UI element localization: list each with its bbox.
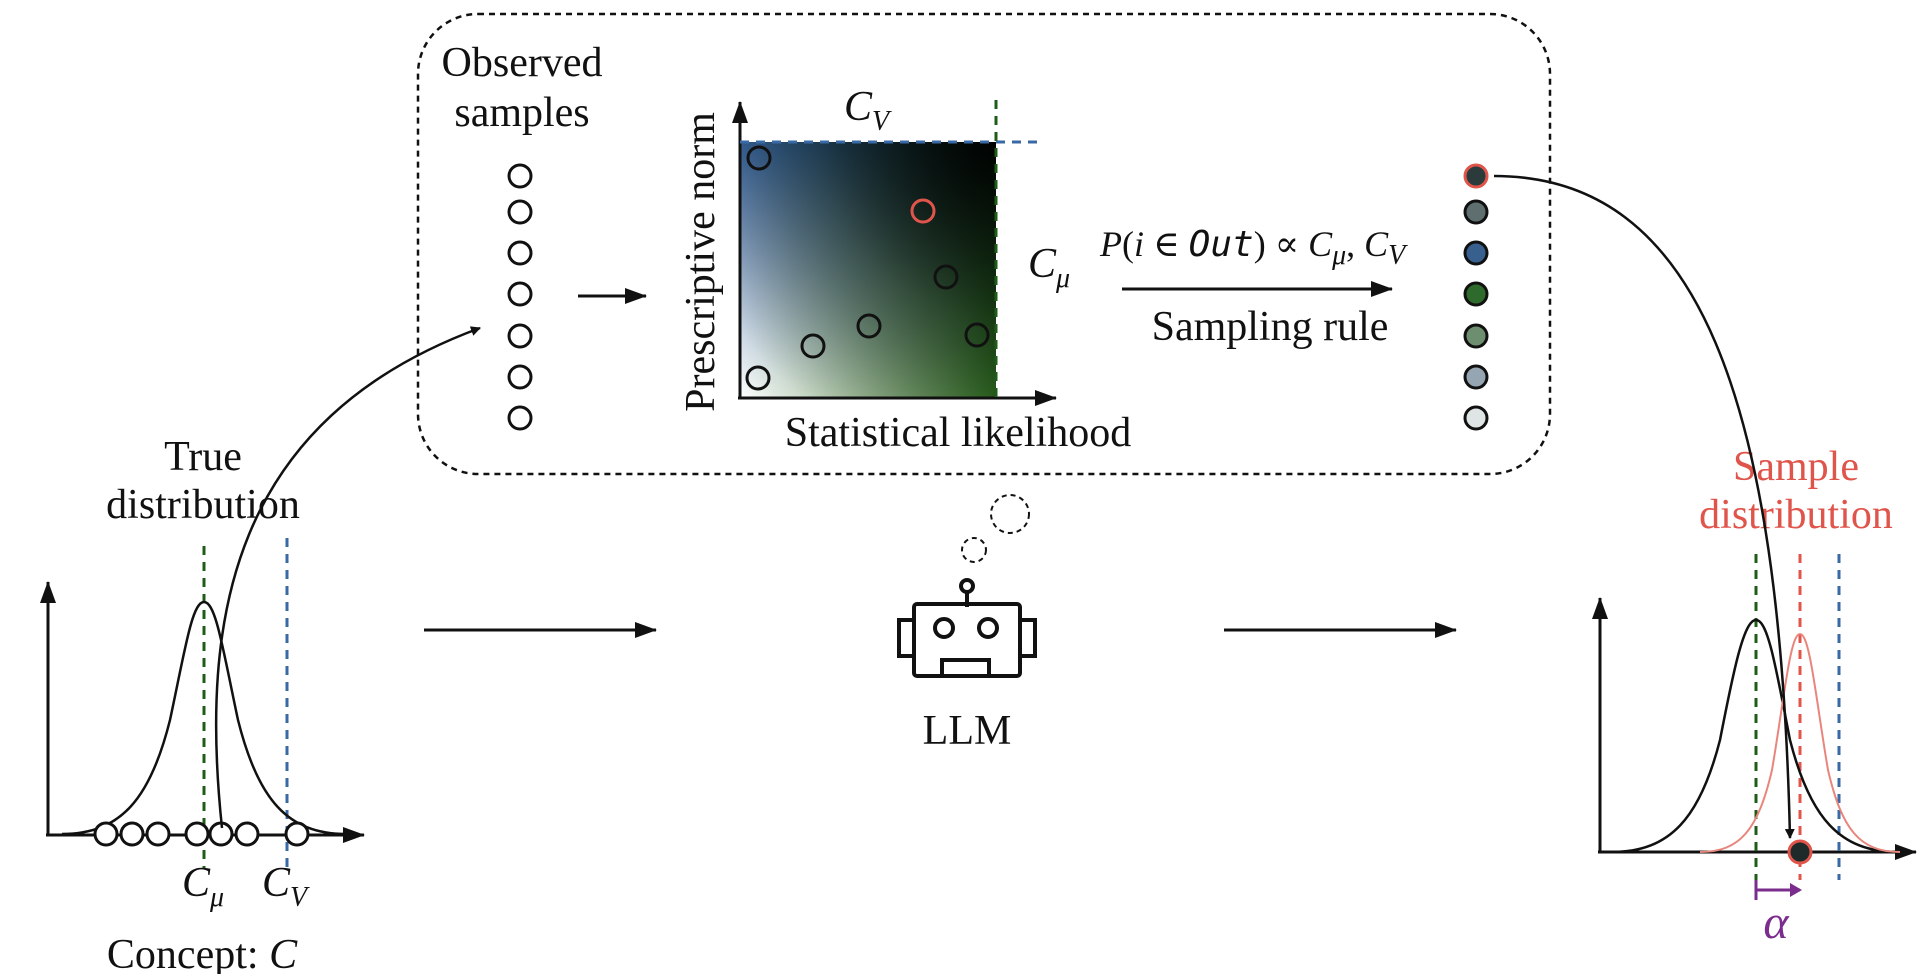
- sampled-output-dot: [1463, 281, 1489, 307]
- cv-label: CV: [844, 84, 892, 137]
- sampled-output-dot: [1463, 240, 1489, 266]
- norm-likelihood-plot: Prescriptive norm Statistical likelihood…: [678, 84, 1131, 456]
- true-sample-dot: [184, 821, 210, 847]
- scatter-point: [800, 333, 826, 359]
- thought-bubble-small: [961, 537, 987, 563]
- sampling-formula: P(i ∈ Out) ∝ Cμ, CV: [1099, 224, 1408, 271]
- sample-distribution-label: Sample: [1733, 444, 1859, 490]
- scatter-point: [964, 322, 990, 348]
- scatter-point: [745, 365, 771, 391]
- sample-distribution-plot: Sample distribution α: [1592, 444, 1917, 949]
- scatter-point: [746, 145, 772, 171]
- plot-gradient-dark: [740, 142, 996, 398]
- observed-sample-dot: [507, 364, 533, 390]
- true-sample-dot: [284, 821, 310, 847]
- selected-to-distribution-arrow: [1493, 174, 1795, 839]
- sampled-output-dot: [1463, 199, 1489, 225]
- robot-icon: [897, 578, 1037, 678]
- alpha-label: α: [1763, 896, 1789, 949]
- observed-sample-dot: [507, 405, 533, 431]
- selected-output-dot: [1463, 163, 1489, 189]
- observed-sample-dot: [507, 163, 533, 189]
- true-curve-copy: [1611, 618, 1899, 854]
- sample-distribution-label-2: distribution: [1699, 492, 1893, 538]
- observed-sample-dot: [507, 199, 533, 225]
- true-dist-cmu-label: Cμ: [182, 860, 224, 913]
- x-axis-label: Statistical likelihood: [785, 410, 1131, 456]
- true-distribution-label-2: distribution: [106, 482, 300, 528]
- true-dist-curve: [61, 600, 347, 836]
- sampling-rule-label: Sampling rule: [1152, 304, 1389, 350]
- concept-label: Concept: C: [107, 932, 298, 974]
- y-axis-label: Prescriptive norm: [678, 112, 724, 412]
- cmu-label: Cμ: [1028, 241, 1070, 294]
- sampled-output-dot: [1463, 405, 1489, 431]
- scatter-point: [856, 313, 882, 339]
- sampling-to-observed-arrow: [214, 326, 481, 829]
- llm-thought-box: [416, 12, 1552, 476]
- alpha-arrowhead: [1790, 883, 1802, 897]
- true-sample-dot: [119, 821, 145, 847]
- sampled-output-dot: [1463, 323, 1489, 349]
- observed-samples-label-2: samples: [454, 90, 589, 136]
- true-sample-dot: [145, 821, 171, 847]
- true-distribution-label: True: [164, 434, 242, 480]
- true-dist-cv-label: CV: [262, 860, 310, 913]
- sample-dist-curve: [1699, 632, 1901, 853]
- observed-sample-dot: [507, 240, 533, 266]
- true-sample-dot: [234, 821, 260, 847]
- observed-samples-column: [507, 163, 533, 431]
- selected-output-point: [1787, 839, 1813, 865]
- sampled-outputs-column: [1463, 163, 1489, 431]
- true-distribution-plot: True distribution Cμ CV Concept: C: [40, 434, 365, 974]
- thought-bubble-large: [990, 494, 1030, 534]
- true-sample-dot: [93, 821, 119, 847]
- llm-label: LLM: [923, 708, 1012, 754]
- observed-sample-dot: [507, 281, 533, 307]
- observed-sample-dot: [507, 323, 533, 349]
- sampled-output-dot: [1463, 364, 1489, 390]
- selected-scatter-point: [910, 198, 936, 224]
- scatter-point: [933, 264, 959, 290]
- observed-samples-label: Observed: [442, 40, 603, 86]
